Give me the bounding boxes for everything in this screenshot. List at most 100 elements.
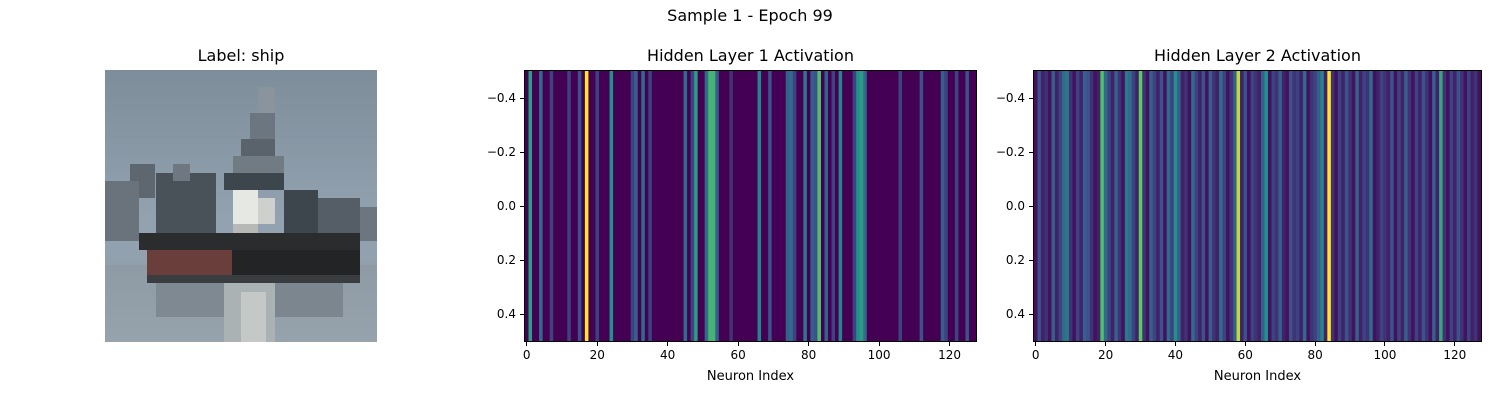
hidden-layer-1-cell (828, 71, 833, 341)
hidden-layer-1-cell (831, 71, 836, 341)
hidden-layer-2-cell (1425, 71, 1430, 341)
hidden-layer-1-cell (884, 71, 889, 341)
hidden-layer-2-cell (1051, 71, 1056, 341)
hidden-layer-1-ytick-label: 0.0 (496, 199, 516, 213)
hidden-layer-2-cell (1075, 71, 1080, 341)
hidden-layer-2-cell (1365, 71, 1370, 341)
hidden-layer-2-cell (1376, 71, 1381, 341)
hidden-layer-1-cell (581, 71, 586, 341)
hidden-layer-2-cell (1086, 71, 1091, 341)
hidden-layer-2-cell (1103, 71, 1108, 341)
hidden-layer-2-cell (1323, 71, 1328, 341)
hidden-layer-1-cell (768, 71, 773, 341)
hidden-layer-2-cell (1285, 71, 1290, 341)
hidden-layer-2-xtick-mark (1035, 342, 1037, 346)
hidden-layer-2-ytick-label: 0.2 (1005, 253, 1025, 267)
hidden-layer-2-cell (1446, 71, 1451, 341)
hidden-layer-2-cell (1407, 71, 1412, 341)
hidden-layer-2-xtick-label: 80 (1307, 348, 1323, 362)
sample-image (105, 70, 377, 342)
hidden-layer-2-ytick-mark (1029, 97, 1033, 99)
hidden-layer-1-cell (796, 71, 801, 341)
hidden-layer-1-xtick-label: 100 (867, 348, 891, 362)
hidden-layer-2-cell (1477, 71, 1481, 341)
hidden-layer-1-cell (813, 71, 819, 341)
hidden-layer-1-cell (704, 71, 709, 341)
hidden-layer-2-cell (1173, 71, 1178, 341)
hidden-layer-1-cell (613, 71, 618, 341)
hidden-layer-1-cell (817, 71, 822, 341)
hidden-layer-2-cell (1330, 71, 1335, 341)
hidden-layer-1-cell (873, 71, 878, 341)
hidden-layer-1-cell (764, 71, 769, 341)
hidden-layer-1-cell (965, 71, 970, 341)
hidden-layer-1-cell (620, 71, 625, 341)
hidden-layer-1-cell (754, 71, 759, 341)
hidden-layer-2-cell (1460, 71, 1465, 341)
hidden-layer-1-cell (739, 71, 745, 341)
hidden-layer-2-cell (1107, 71, 1112, 341)
hidden-layer-2-cell (1117, 71, 1122, 341)
hidden-layer-2-cell (1442, 71, 1447, 341)
hidden-layer-1-cell (799, 71, 804, 341)
hidden-layer-1-cell (598, 71, 604, 341)
hidden-layer-2-cell (1212, 71, 1217, 341)
hidden-layer-2-cell (1264, 71, 1269, 341)
hidden-layer-1-cell (718, 71, 723, 341)
hidden-layer-1-cell (595, 71, 600, 341)
hidden-layer-2-cell (1292, 71, 1297, 341)
hidden-layer-2-cell (1222, 71, 1227, 341)
hidden-layer-2-cell (1152, 71, 1157, 341)
hidden-layer-2-cell (1180, 71, 1185, 341)
ship-image-drawing (105, 70, 377, 342)
hidden-layer-2-cell (1058, 71, 1063, 341)
hidden-layer-1-cell (725, 71, 730, 341)
hidden-layer-1-cell (972, 71, 976, 341)
hidden-layer-2-cell (1383, 71, 1388, 341)
hidden-layer-1-cell (954, 71, 959, 341)
hidden-layer-1-cell (880, 71, 885, 341)
hidden-layer-1-cell (891, 71, 896, 341)
hidden-layer-1-cell (933, 71, 938, 341)
hidden-layer-2-cell (1428, 71, 1433, 341)
hidden-layer-2-cell (1243, 71, 1248, 341)
hidden-layer-1-cell (630, 71, 635, 341)
hidden-layer-1-heatmap (524, 70, 977, 342)
hidden-layer-2-cell (1068, 71, 1074, 341)
hidden-layer-2-cell (1061, 71, 1067, 341)
hidden-layer-2-cell (1358, 71, 1363, 341)
hidden-layer-2-xtick-label: 120 (1443, 348, 1467, 362)
hidden-layer-1-ytick-label: −0.4 (486, 91, 516, 105)
hidden-layer-2-cell (1271, 71, 1276, 341)
hidden-layer-1-xtick-label: 20 (589, 348, 605, 362)
hidden-layer-1-cell (894, 71, 900, 341)
hidden-layer-1-cell (669, 71, 674, 341)
hidden-layer-1-cell (553, 71, 558, 341)
hidden-layer-1-cells (525, 71, 976, 341)
hidden-layer-2-cell (1219, 71, 1224, 341)
hidden-layer-1-cell (775, 71, 780, 341)
hidden-layer-2-cells (1034, 71, 1481, 341)
hidden-layer-2-xtick-label: 100 (1373, 348, 1397, 362)
hidden-layer-2-cell (1100, 71, 1105, 341)
hidden-layer-1-xtick-mark (526, 342, 528, 346)
hidden-layer-2-cell (1054, 71, 1060, 341)
hidden-layer-2-cell (1397, 71, 1402, 341)
hidden-layer-2-ytick-mark (1029, 259, 1033, 261)
hidden-layer-1-cell (810, 71, 815, 341)
hidden-layer-1-xtick-mark (808, 342, 810, 346)
hidden-layer-2-cell (1400, 71, 1405, 341)
hidden-layer-1-cell (930, 71, 935, 341)
hidden-layer-2-cell (1096, 71, 1101, 341)
hidden-layer-2-xtick-label: 20 (1097, 348, 1114, 362)
hidden-layer-2-cell (1044, 71, 1049, 341)
hidden-layer-2-cell (1320, 71, 1325, 341)
hidden-layer-1-cell (676, 71, 681, 341)
hidden-layer-2-cell (1341, 71, 1346, 341)
hidden-layer-1-cell (859, 71, 864, 341)
hidden-layer-2-cell (1362, 71, 1367, 341)
hidden-layer-2-cell (1267, 71, 1273, 341)
hidden-layer-2-cell (1281, 71, 1287, 341)
hidden-layer-2-cell (1184, 71, 1189, 341)
hidden-layer-1-ytick-mark (520, 205, 524, 207)
